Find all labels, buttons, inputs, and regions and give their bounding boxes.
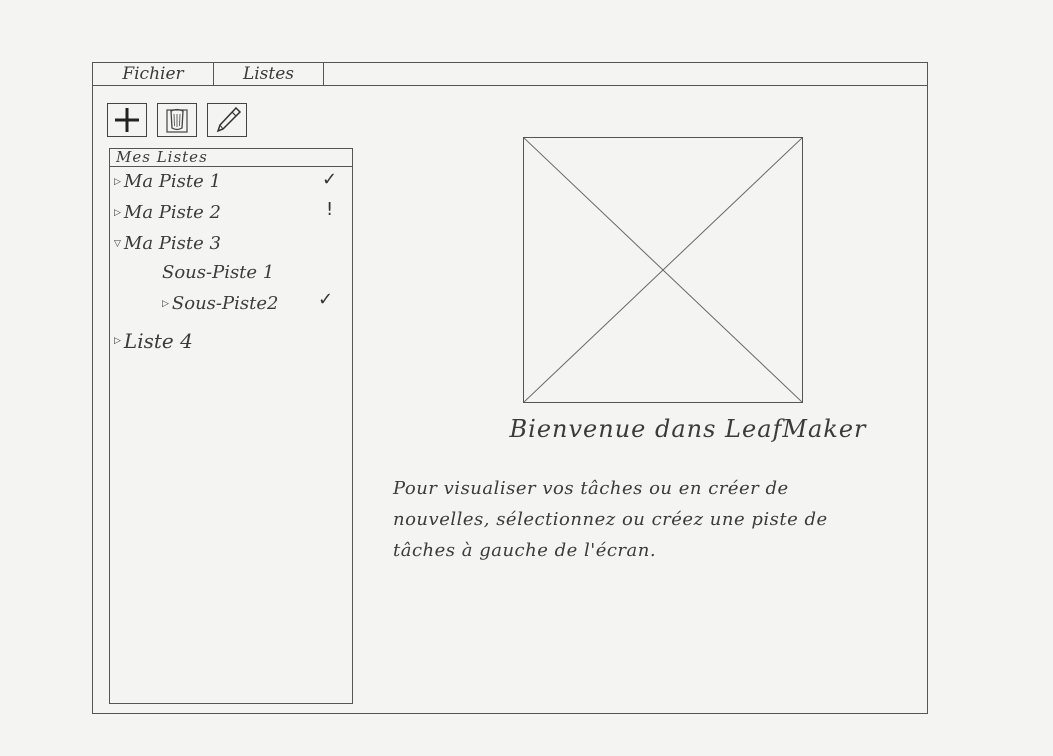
check-icon: ✓ <box>322 169 338 190</box>
lists-panel-header: Mes Listes <box>110 149 352 167</box>
tree-item-label: Sous-Piste2 <box>171 293 279 314</box>
tree-item-label: Liste 4 <box>123 329 193 353</box>
tree-item-label: Ma Piste 3 <box>123 233 221 254</box>
expand-arrow-icon[interactable]: ▷ <box>162 298 169 309</box>
toolbar <box>107 103 247 137</box>
add-button[interactable] <box>107 103 147 137</box>
image-placeholder <box>523 137 803 403</box>
tree-item-ma-piste-2[interactable]: ▷ Ma Piste 2 <box>114 202 221 223</box>
warning-icon: ! <box>326 199 334 220</box>
expand-arrow-icon[interactable]: ▷ <box>114 176 121 187</box>
app-window: Fichier Listes M <box>92 62 928 714</box>
tree-item-liste-4[interactable]: ▷ Liste 4 <box>114 329 193 353</box>
welcome-description: Pour visualiser vos tâches ou en créer d… <box>393 478 828 561</box>
menu-fichier[interactable]: Fichier <box>93 63 214 85</box>
expand-arrow-icon[interactable]: ▷ <box>114 207 121 218</box>
tree-item-label: Sous-Piste 1 <box>162 262 275 283</box>
tree-item-sous-piste-1[interactable]: Sous-Piste 1 <box>162 262 274 283</box>
tree-item-ma-piste-3[interactable]: ▽ Ma Piste 3 <box>114 233 221 254</box>
menu-bar: Fichier Listes <box>93 63 927 86</box>
welcome-title: Bienvenue dans LeafMaker <box>509 415 867 443</box>
delete-button[interactable] <box>157 103 197 137</box>
menu-listes[interactable]: Listes <box>214 63 324 85</box>
check-icon: ✓ <box>318 289 334 310</box>
tree-item-label: Ma Piste 1 <box>123 171 221 192</box>
tree-item-label: Ma Piste 2 <box>123 202 221 223</box>
lists-panel: Mes Listes ▷ Ma Piste 1 ✓ ▷ Ma Piste 2 !… <box>109 148 353 704</box>
tree-item-ma-piste-1[interactable]: ▷ Ma Piste 1 <box>114 171 221 192</box>
trash-icon <box>166 108 188 133</box>
expand-arrow-icon[interactable]: ▷ <box>114 336 121 346</box>
edit-button[interactable] <box>207 103 247 137</box>
plus-icon <box>115 108 139 132</box>
collapse-arrow-icon[interactable]: ▽ <box>114 238 121 249</box>
pencil-icon <box>216 106 242 133</box>
tree-item-sous-piste-2[interactable]: ▷ Sous-Piste2 <box>162 293 278 314</box>
